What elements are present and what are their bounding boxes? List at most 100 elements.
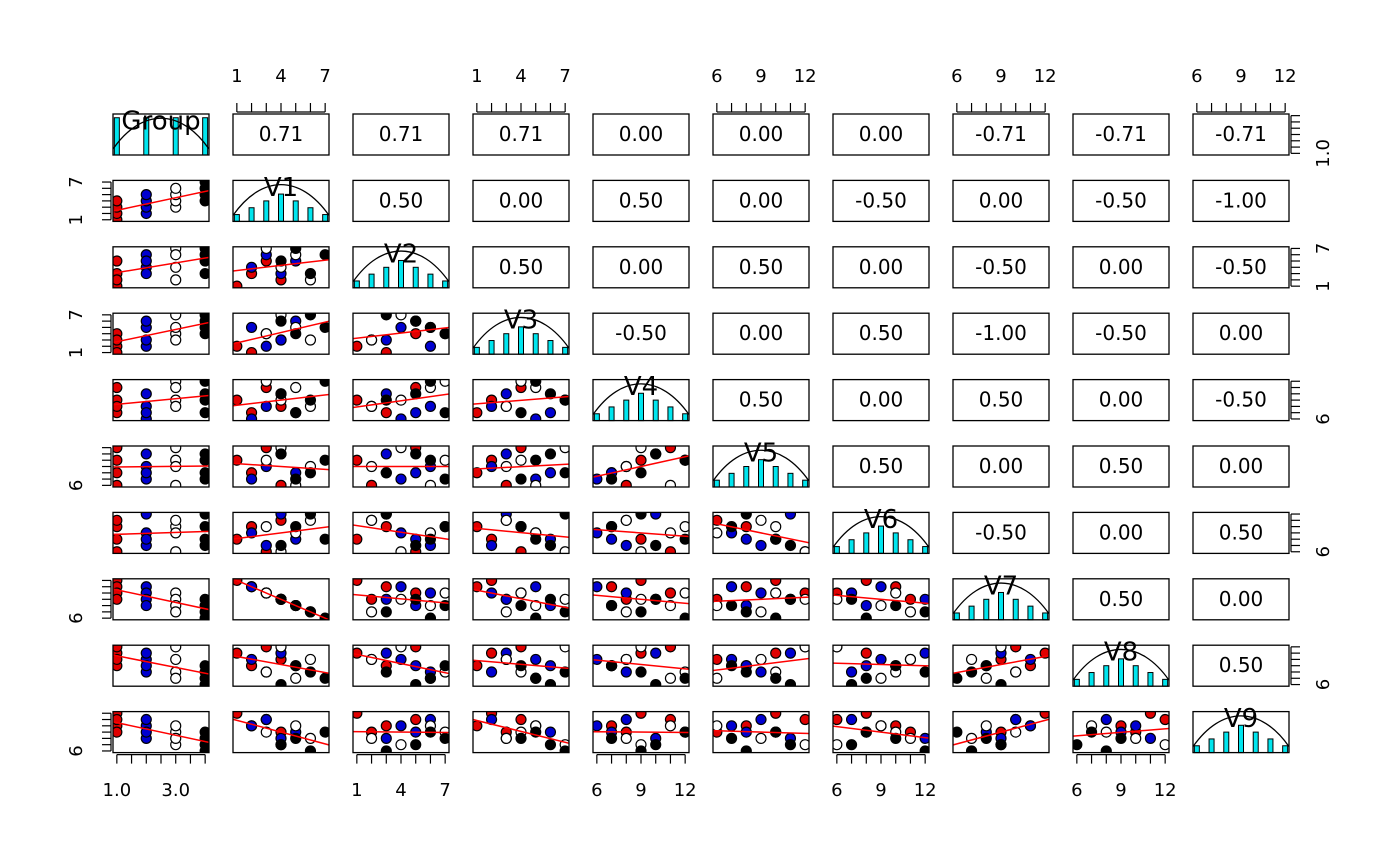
hist-bar [322,214,329,222]
point [113,479,123,487]
hist-bar [1012,598,1019,621]
point [485,578,498,587]
point [113,454,123,466]
y-tick-label: 6 [66,612,87,623]
point [170,446,182,454]
point [1115,732,1127,744]
variable-name: V1 [264,173,298,203]
point [635,745,647,753]
panel-frame [1072,644,1170,687]
point [544,726,557,738]
point [605,732,618,744]
point [245,527,258,539]
point [380,512,392,520]
hist-bar [1162,678,1169,687]
point [664,720,677,732]
fit-line [473,718,569,745]
scatter-panel [113,711,209,753]
correlation-label: 0.00 [1099,388,1144,412]
panel-frame [112,445,210,488]
point [770,612,782,620]
x-tick-label: 4 [395,780,406,801]
point [713,653,723,666]
histogram-panel: V8 [1072,638,1170,687]
scatter-panel [113,379,209,421]
density-curve [592,383,690,415]
panel-frame [472,312,570,355]
point [170,274,182,286]
fit-line [233,320,329,345]
point [113,514,123,526]
panel-frame [712,445,810,488]
panel-frame [352,578,450,621]
point [199,467,209,479]
point [290,720,302,732]
point [275,448,287,460]
y-tick-label: 6 [66,480,87,491]
hist-bar [787,472,794,488]
point [113,546,123,554]
fit-line [713,657,809,672]
panel-frame [112,578,210,621]
point [544,539,557,552]
hist-bar [503,333,510,355]
panel-frame [472,644,570,687]
fit-line [113,394,209,406]
panel-frame [832,113,930,156]
point [395,313,407,321]
scatter-panel [473,645,569,687]
scatter-panel [233,512,329,554]
point [485,539,498,552]
point [319,533,329,545]
point [353,394,363,406]
point [593,653,603,666]
panel-frame [1072,445,1170,488]
panel-frame [232,511,330,555]
scatter-panel [353,446,449,487]
panel-frame [1072,378,1170,422]
correlation-label: -0.50 [615,321,667,345]
hist-bar [442,280,449,289]
point [620,666,632,678]
point [544,467,557,479]
point [919,606,929,618]
point [275,739,287,751]
hist-bar [427,273,434,289]
hist-bar [202,117,209,156]
histogram-panel: V9 [1192,704,1290,754]
point [995,678,1007,687]
point [113,346,123,355]
correlation-label: 0.50 [379,188,424,212]
panel-frame [112,378,210,422]
correlation-label: -0.71 [1095,122,1147,146]
point [140,407,152,419]
scatter-panel [113,446,209,487]
panel-frame [232,312,330,355]
point [304,653,317,666]
point [410,388,422,400]
point [290,381,302,394]
point [515,546,527,554]
point [965,745,978,753]
point [770,647,782,659]
scatter-panel [473,379,569,421]
point [530,672,542,684]
point [1144,711,1157,719]
point [593,720,603,732]
x-tick-label: 6 [711,66,722,87]
point [260,645,272,653]
y-tick-label: 1 [1313,280,1334,291]
point [740,666,752,678]
point [664,672,677,684]
point [304,745,317,753]
fit-line [353,326,449,340]
point [770,672,782,684]
point [319,726,329,738]
hist-bar [412,266,419,289]
point [845,666,858,678]
point [713,527,723,539]
point [679,587,689,599]
point [1130,732,1142,744]
point [353,711,363,719]
point [395,446,407,454]
